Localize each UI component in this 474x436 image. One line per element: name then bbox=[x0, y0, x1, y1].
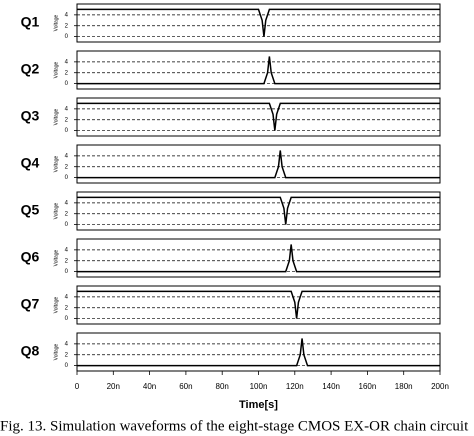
y-tick-label: 0 bbox=[65, 222, 69, 228]
x-axis-label: Time[s] bbox=[239, 399, 278, 411]
y-tick-label: 4 bbox=[65, 153, 69, 159]
y-tick-label: 0 bbox=[65, 269, 69, 275]
plot-frame bbox=[76, 97, 441, 137]
y-tick-label: 2 bbox=[65, 117, 69, 123]
plot-frame bbox=[76, 3, 441, 43]
plot-frame bbox=[76, 191, 441, 231]
x-tick-label: 200n bbox=[431, 382, 449, 391]
panel-label: Q5 bbox=[21, 202, 40, 218]
y-tick-label: 4 bbox=[65, 59, 69, 65]
waveform bbox=[77, 338, 440, 367]
y-tick-label: 2 bbox=[65, 352, 69, 358]
panel-label: Q8 bbox=[21, 343, 40, 359]
y-tick-label: 0 bbox=[65, 316, 69, 322]
x-tick-label: 100n bbox=[250, 382, 268, 391]
y-axis-label: Voltage bbox=[53, 14, 59, 31]
y-tick-label: 4 bbox=[65, 341, 69, 347]
y-tick-label: 2 bbox=[65, 70, 69, 76]
waveform bbox=[77, 290, 440, 319]
y-tick-label: 4 bbox=[65, 200, 69, 206]
panel-label: Q1 bbox=[21, 14, 40, 30]
y-tick-label: 0 bbox=[65, 363, 69, 369]
panel-label: Q4 bbox=[21, 155, 40, 171]
y-tick-label: 2 bbox=[65, 211, 69, 217]
plot-frame bbox=[76, 238, 441, 278]
waveform bbox=[77, 8, 440, 37]
waveform bbox=[77, 150, 440, 179]
y-axis-label: Voltage bbox=[53, 296, 59, 313]
plot-frame bbox=[76, 144, 441, 184]
panel-label: Q3 bbox=[21, 108, 40, 124]
x-tick-label: 180n bbox=[395, 382, 413, 391]
plot-frame bbox=[76, 50, 441, 90]
y-axis-label: Voltage bbox=[53, 343, 59, 360]
x-tick-label: 140n bbox=[322, 382, 340, 391]
waveform bbox=[77, 102, 440, 131]
y-axis-label: Voltage bbox=[53, 108, 59, 125]
y-tick-label: 2 bbox=[65, 305, 69, 311]
y-tick-label: 2 bbox=[65, 258, 69, 264]
y-tick-label: 4 bbox=[65, 106, 69, 112]
x-tick-label: 80n bbox=[216, 382, 229, 391]
x-tick-label: 20n bbox=[107, 382, 120, 391]
waveform bbox=[77, 196, 440, 225]
y-tick-label: 2 bbox=[65, 23, 69, 29]
plot-frame bbox=[76, 285, 441, 325]
y-tick-label: 4 bbox=[65, 247, 69, 253]
x-tick-label: 0 bbox=[75, 382, 80, 391]
y-tick-label: 4 bbox=[65, 294, 69, 300]
waveform bbox=[77, 56, 440, 85]
y-tick-label: 0 bbox=[65, 81, 69, 87]
waveform bbox=[77, 244, 440, 273]
y-tick-label: 0 bbox=[65, 175, 69, 181]
y-tick-label: 4 bbox=[65, 12, 69, 18]
y-tick-label: 0 bbox=[65, 128, 69, 134]
y-axis-label: Voltage bbox=[53, 249, 59, 266]
x-tick-label: 120n bbox=[286, 382, 304, 391]
y-axis-label: Voltage bbox=[53, 202, 59, 219]
x-tick-label: 160n bbox=[359, 382, 377, 391]
x-tick-label: 40n bbox=[143, 382, 156, 391]
y-tick-label: 2 bbox=[65, 164, 69, 170]
y-axis-label: Voltage bbox=[53, 61, 59, 78]
panel-label: Q2 bbox=[21, 61, 40, 77]
x-tick-label: 60n bbox=[179, 382, 192, 391]
caption: Fig. 13. Simulation waveforms of the eig… bbox=[0, 418, 469, 434]
y-tick-label: 0 bbox=[65, 34, 69, 40]
panel-label: Q7 bbox=[21, 296, 40, 312]
y-axis-label: Voltage bbox=[53, 155, 59, 172]
panel-label: Q6 bbox=[21, 249, 40, 265]
